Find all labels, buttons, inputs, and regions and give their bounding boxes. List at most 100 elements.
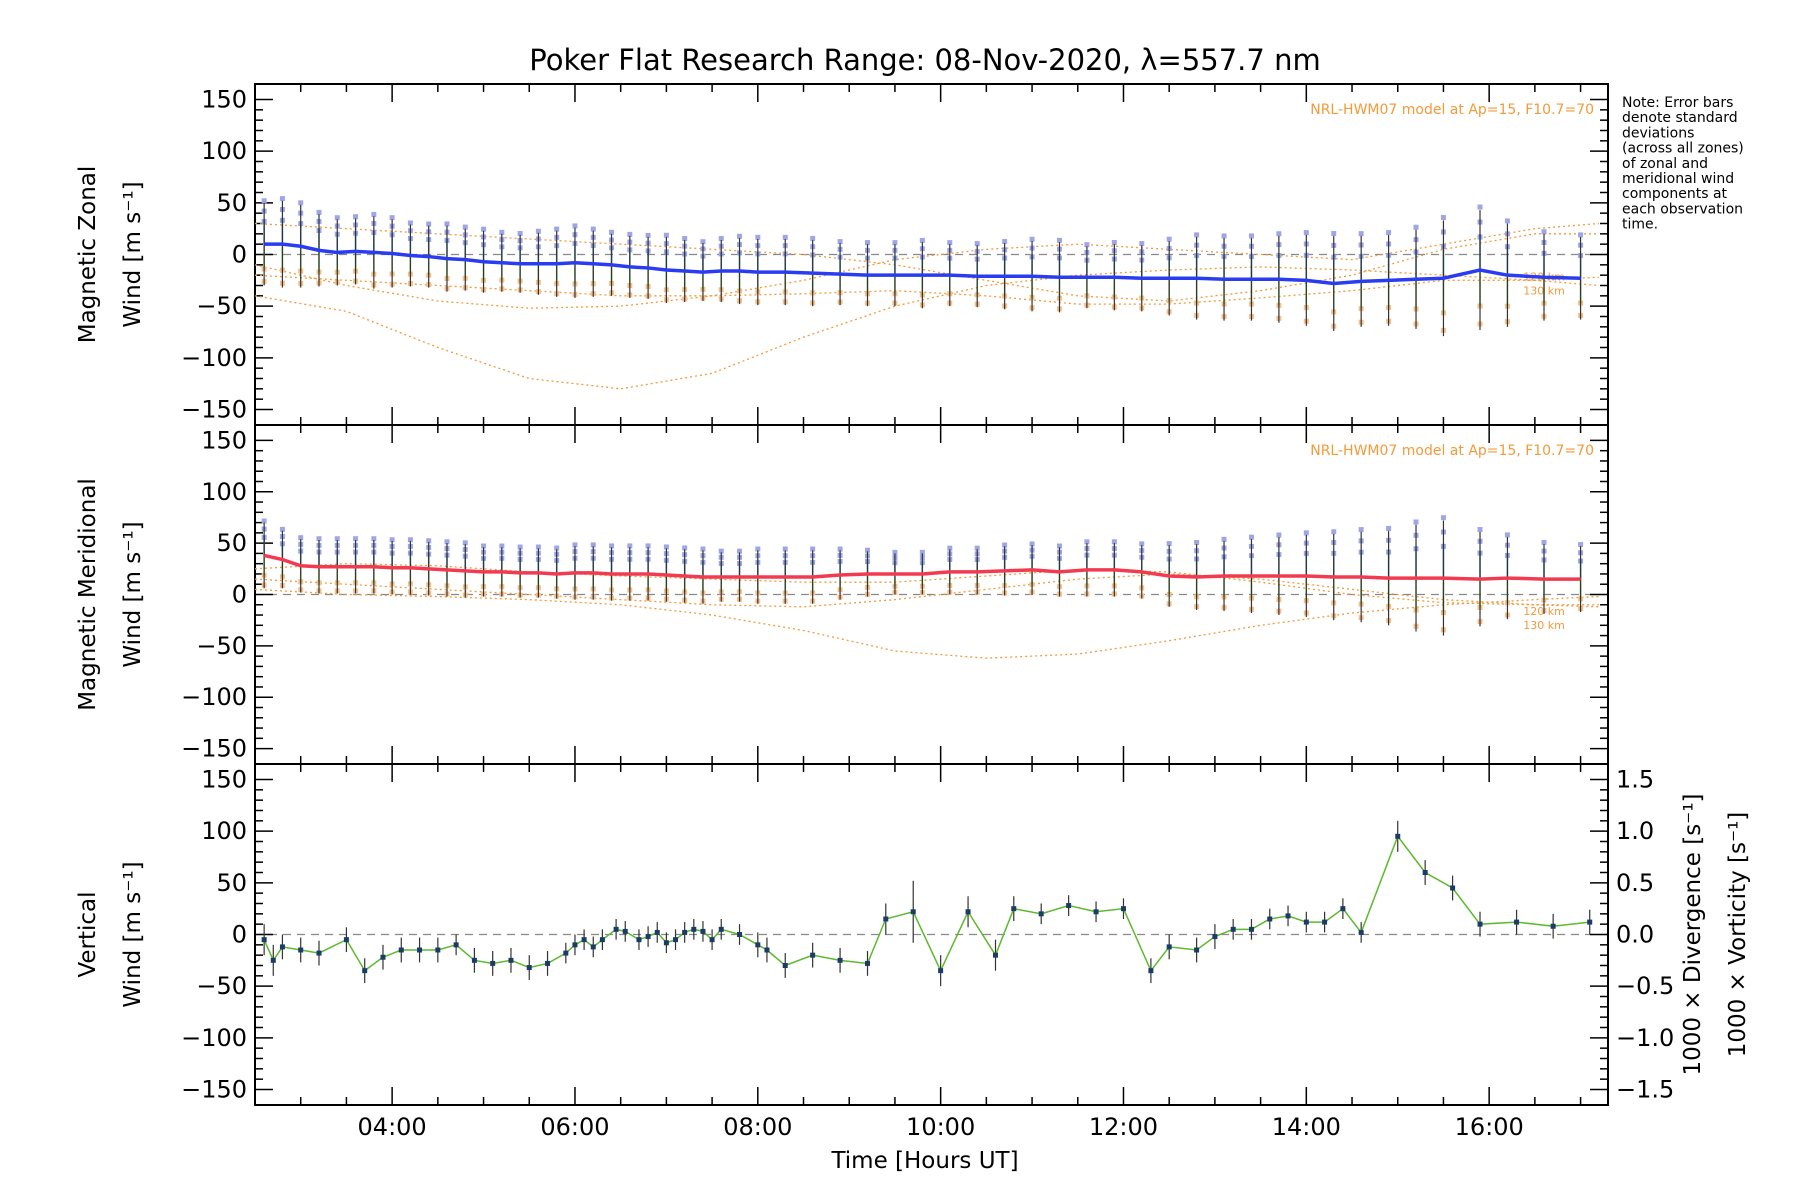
zone-marker: [837, 546, 843, 552]
vertical-wind-point: [545, 960, 551, 966]
zone-marker: [1541, 539, 1547, 545]
zone-marker: [1541, 229, 1547, 235]
zone-marker: [279, 526, 285, 532]
y-axis-label: Wind [m s⁻¹]: [120, 521, 146, 667]
x-tick-label: 12:00: [1089, 1113, 1158, 1141]
zone-marker: [1386, 230, 1392, 236]
zone-marker: [517, 544, 523, 550]
zone-marker: [316, 536, 322, 542]
zone-marker: [700, 239, 706, 245]
zone-marker: [682, 235, 688, 241]
vertical-wind-point: [599, 937, 605, 943]
zone-marker: [444, 539, 450, 545]
zone-marker: [1331, 231, 1337, 237]
zone-marker: [1276, 231, 1282, 237]
zone-marker: [462, 540, 468, 546]
zone-marker: [645, 232, 651, 238]
zone-marker: [353, 536, 359, 542]
zone-marker: [627, 231, 633, 237]
zone-marker: [919, 237, 925, 243]
y-tick-label: 0: [232, 921, 247, 949]
vertical-wind-point: [526, 965, 532, 971]
vertical-wind-point: [1587, 919, 1593, 925]
note-line: denote standard: [1622, 110, 1738, 126]
zone-marker: [1303, 530, 1309, 536]
vertical-wind-point: [865, 960, 871, 966]
zone-marker: [1477, 204, 1483, 210]
zone-marker: [444, 221, 450, 227]
note-line: (across all zones): [1622, 141, 1744, 157]
vertical-wind-point: [1395, 833, 1401, 839]
zone-marker: [1578, 232, 1584, 238]
y-tick-label: −50: [196, 292, 247, 320]
model-profile-line: [254, 588, 1599, 659]
zone-marker: [407, 537, 413, 543]
vertical-wind-point: [471, 957, 477, 963]
zone-marker: [1358, 527, 1364, 533]
vertical-wind-point: [810, 952, 816, 958]
chart-title: Poker Flat Research Range: 08-Nov-2020, …: [529, 43, 1320, 77]
zone-marker: [517, 230, 523, 236]
zone-marker: [1248, 534, 1254, 540]
divergence-axis-label: 1000 × Divergence [s⁻¹]: [1680, 793, 1706, 1075]
vertical-wind-point: [883, 916, 889, 922]
y-tick-label: 0: [232, 241, 247, 269]
right-tick-label: 1.5: [1616, 766, 1654, 794]
zone-marker: [1386, 525, 1392, 531]
model-profile-line: [254, 573, 1599, 608]
note-line: of zonal and: [1622, 156, 1708, 172]
y-tick-label: 0: [232, 581, 247, 609]
vertical-wind-point: [1038, 911, 1044, 917]
zone-marker: [1111, 240, 1117, 246]
zone-marker: [1111, 539, 1117, 545]
vertical-wind-point: [490, 960, 496, 966]
vertical-wind-point: [1248, 926, 1254, 932]
vertical-wind-point: [1422, 870, 1428, 875]
wind-series-line: [263, 834, 1590, 973]
zone-marker: [499, 229, 505, 235]
zone-marker: [718, 548, 724, 554]
zone-marker: [1194, 232, 1200, 238]
vertical-wind-point: [613, 926, 619, 932]
zone-marker: [1139, 541, 1145, 547]
right-tick-label: −1.5: [1616, 1076, 1674, 1104]
zone-marker: [353, 214, 359, 220]
note-line: Note: Error bars: [1622, 95, 1733, 111]
zone-marker: [974, 545, 980, 551]
zone-marker: [782, 234, 788, 240]
vertical-wind-point: [563, 950, 569, 956]
zone-marker: [334, 536, 340, 542]
vertical-wind-point: [1358, 929, 1364, 935]
model-profile-line: [254, 222, 1599, 302]
zone-marker: [1194, 540, 1200, 546]
zone-marker: [810, 546, 816, 552]
y-tick-label: 150: [201, 426, 247, 454]
vertical-wind-point: [910, 909, 916, 915]
zone-marker: [1440, 215, 1446, 221]
zone-marker: [737, 548, 743, 554]
zone-marker: [645, 543, 651, 549]
zone-marker: [1440, 515, 1446, 521]
right-tick-label: −0.5: [1616, 972, 1674, 1000]
zone-marker: [892, 549, 898, 555]
zone-marker: [481, 226, 487, 232]
zone-marker: [1413, 519, 1419, 525]
zone-marker: [261, 198, 267, 204]
zone-marker: [499, 543, 505, 549]
zone-marker: [535, 544, 541, 550]
y-tick-label: 50: [216, 529, 247, 557]
zone-marker: [663, 544, 669, 550]
note-line: time.: [1622, 217, 1658, 233]
vertical-wind-point: [1322, 919, 1328, 925]
y-axis-label: Magnetic Meridional: [75, 478, 101, 711]
vertical-wind-point: [1148, 968, 1154, 974]
model-profile-line: [254, 266, 1599, 390]
zone-marker: [1029, 236, 1035, 242]
vertical-wind-point: [691, 926, 697, 932]
vertical-wind-point: [590, 944, 596, 950]
zone-marker: [1166, 236, 1172, 242]
zone-marker: [572, 542, 578, 548]
zone-marker: [1504, 218, 1510, 224]
zone-marker: [298, 535, 304, 541]
